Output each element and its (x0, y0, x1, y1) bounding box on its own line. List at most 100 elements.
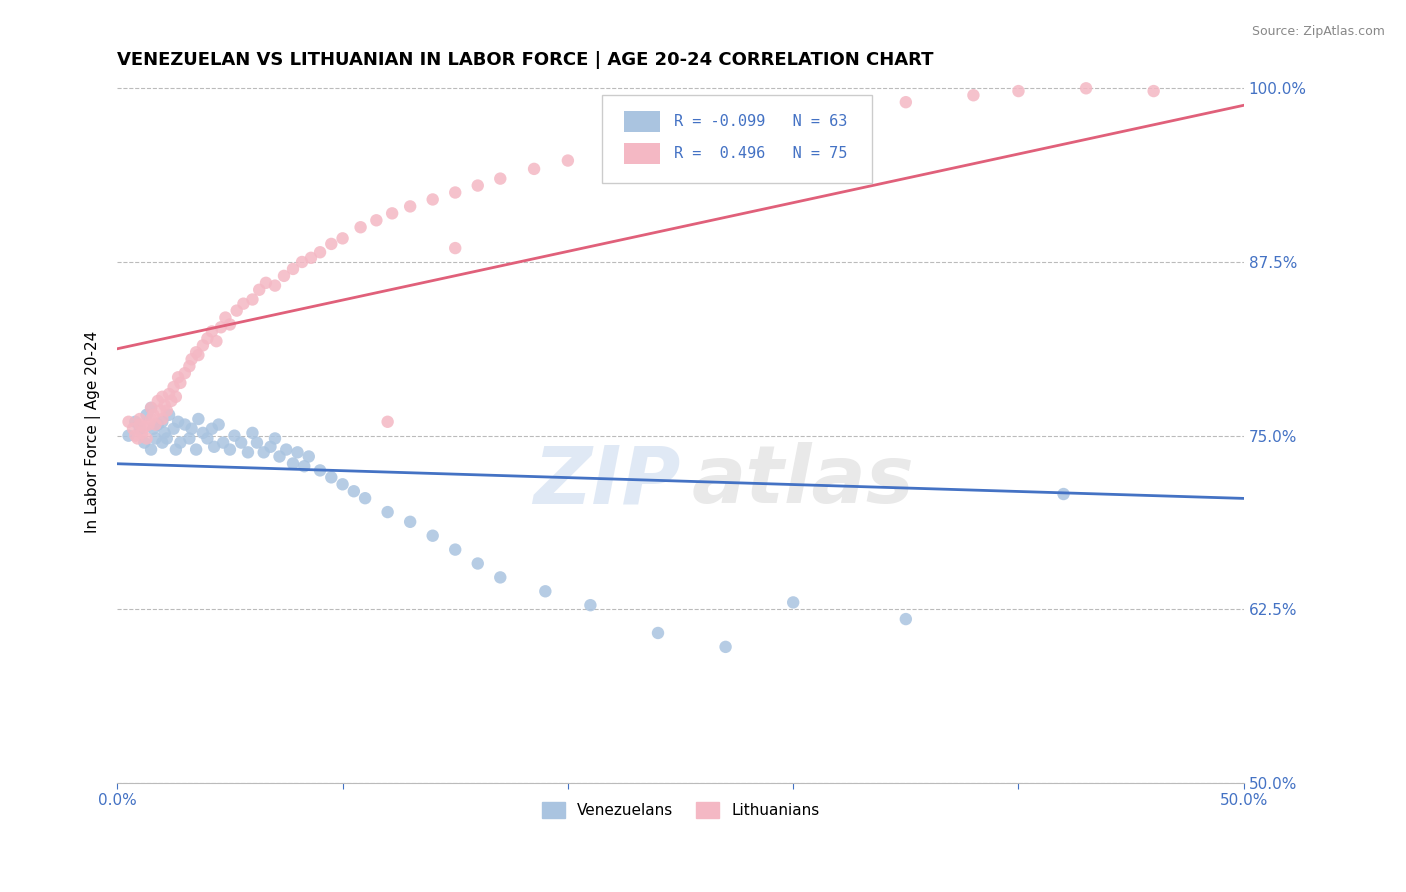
Point (254, 276, 277, 290)
Point (180, 422, 202, 436)
Point (299, 251, 322, 265)
Point (962, 88, 984, 103)
Point (142, 408, 165, 422)
Text: ZIP: ZIP (533, 442, 681, 520)
Point (782, 595, 804, 609)
Point (349, 220, 371, 235)
Point (231, 435, 253, 450)
Point (224, 428, 246, 442)
Point (366, 213, 388, 227)
Point (145, 417, 167, 432)
Point (179, 432, 201, 446)
Point (232, 296, 254, 310)
Point (179, 359, 201, 374)
Point (343, 484, 366, 499)
Point (139, 442, 162, 457)
Point (1052, 487, 1074, 501)
Point (219, 442, 242, 457)
Point (208, 417, 231, 432)
Point (281, 261, 304, 276)
Point (298, 450, 321, 464)
Text: VENEZUELAN VS LITHUANIAN IN LABOR FORCE | AGE 20-24 CORRELATION CHART: VENEZUELAN VS LITHUANIAN IN LABOR FORCE … (117, 51, 934, 69)
Point (167, 370, 190, 384)
Point (523, 161, 546, 176)
Point (467, 557, 489, 571)
Point (292, 459, 315, 474)
Point (247, 283, 270, 297)
Point (187, 412, 209, 426)
Point (150, 435, 173, 450)
Point (150, 390, 173, 404)
Point (124, 415, 146, 429)
Point (219, 318, 242, 332)
Point (157, 387, 180, 401)
Point (117, 415, 139, 429)
Point (242, 425, 264, 440)
Point (117, 428, 139, 442)
Point (122, 422, 145, 436)
Point (145, 432, 167, 446)
Point (264, 432, 287, 446)
Point (162, 380, 184, 394)
Point (173, 366, 195, 380)
Point (309, 245, 332, 260)
Point (692, 126, 714, 140)
Point (422, 193, 444, 207)
Point (1074, 81, 1097, 95)
Point (264, 278, 287, 293)
Point (236, 445, 259, 459)
Point (714, 640, 737, 654)
Point (153, 398, 176, 412)
Point (184, 442, 207, 457)
Point (160, 393, 183, 408)
Point (149, 403, 172, 417)
Point (197, 331, 219, 345)
Point (167, 415, 190, 429)
Point (169, 435, 191, 450)
Point (139, 401, 162, 415)
Text: atlas: atlas (692, 442, 914, 520)
Point (399, 515, 422, 529)
Point (354, 491, 377, 506)
Point (150, 415, 173, 429)
Point (139, 401, 162, 415)
Point (134, 435, 156, 450)
Point (281, 457, 304, 471)
Point (1007, 84, 1029, 98)
Point (782, 109, 804, 123)
Point (332, 231, 354, 245)
Point (187, 348, 209, 362)
Point (242, 293, 264, 307)
Point (377, 415, 399, 429)
Point (205, 334, 228, 348)
Point (134, 420, 156, 434)
FancyBboxPatch shape (624, 143, 661, 164)
Point (127, 432, 149, 446)
Point (467, 178, 489, 193)
Point (157, 408, 180, 422)
Point (321, 470, 343, 484)
Point (153, 425, 176, 440)
Point (253, 445, 276, 459)
FancyBboxPatch shape (624, 111, 661, 132)
Point (135, 408, 157, 422)
Point (737, 168, 759, 182)
Point (291, 255, 314, 269)
Point (202, 440, 225, 454)
Point (309, 463, 332, 477)
Point (489, 171, 512, 186)
FancyBboxPatch shape (602, 95, 872, 183)
Point (146, 393, 169, 408)
Point (737, 116, 759, 130)
Point (377, 505, 399, 519)
Point (169, 376, 191, 390)
Point (647, 134, 669, 148)
Point (156, 432, 179, 446)
Point (165, 442, 187, 457)
Point (579, 598, 602, 612)
Text: R = -0.099   N = 63: R = -0.099 N = 63 (673, 114, 848, 128)
Legend: Venezuelans, Lithuanians: Venezuelans, Lithuanians (536, 797, 825, 824)
Point (269, 450, 291, 464)
Point (197, 432, 219, 446)
Point (173, 417, 195, 432)
